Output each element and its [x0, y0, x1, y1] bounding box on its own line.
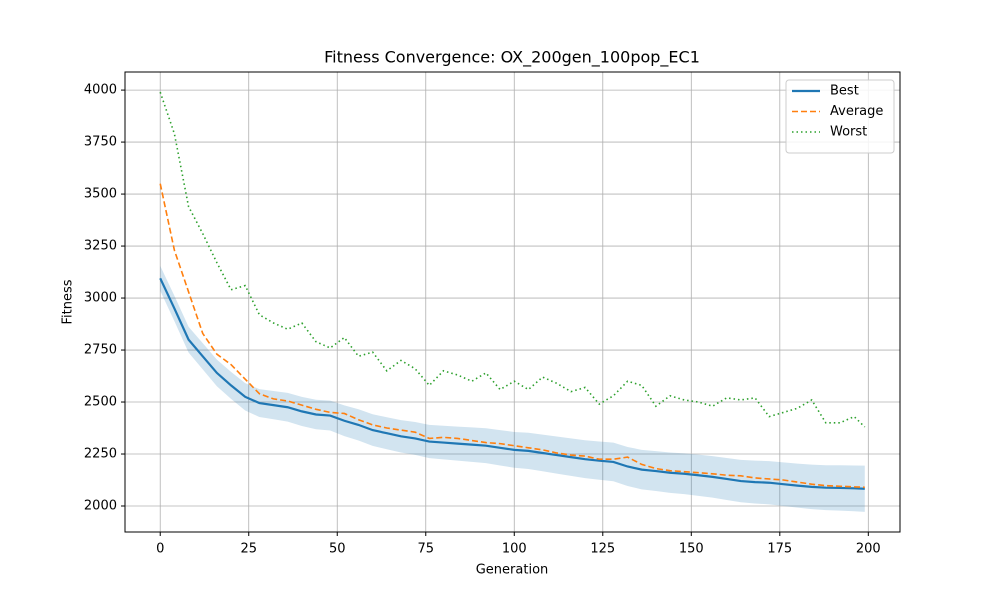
x-tick-label: 150: [679, 542, 704, 557]
chart-title: Fitness Convergence: OX_200gen_100pop_EC…: [324, 48, 700, 68]
x-axis-label: Generation: [476, 563, 549, 578]
legend-box: [785, 79, 895, 154]
x-tick-label: 0: [156, 542, 164, 557]
x-tick-label: 25: [240, 542, 257, 557]
y-tick-label: 2000: [84, 499, 117, 514]
x-tick-label: 125: [590, 542, 615, 557]
series-line: [159, 183, 865, 489]
x-tick-label: 75: [417, 542, 434, 557]
legend-label: Worst: [830, 125, 867, 140]
y-tick-label: 2750: [84, 343, 117, 358]
y-tick-label: 3250: [84, 239, 117, 254]
y-tick-label: 3500: [84, 187, 117, 202]
x-tick-label: 200: [856, 542, 881, 557]
x-tick-label: 50: [329, 542, 346, 557]
x-tick-label: 100: [502, 542, 527, 557]
series-line: [159, 277, 865, 490]
y-tick-label: 3000: [84, 291, 117, 306]
y-tick-label: 3750: [84, 135, 117, 150]
y-tick-label: 4000: [84, 83, 117, 98]
legend-label: Average: [830, 104, 883, 119]
y-axis-label: Fitness: [61, 279, 76, 324]
y-tick-label: 2500: [84, 395, 117, 410]
y-tick-label: 2250: [84, 447, 117, 462]
plot-frame: [124, 71, 901, 533]
confidence-band: [160, 265, 865, 512]
series-line: [159, 91, 866, 428]
legend-label: Best: [830, 84, 859, 99]
x-tick-label: 175: [767, 542, 792, 557]
